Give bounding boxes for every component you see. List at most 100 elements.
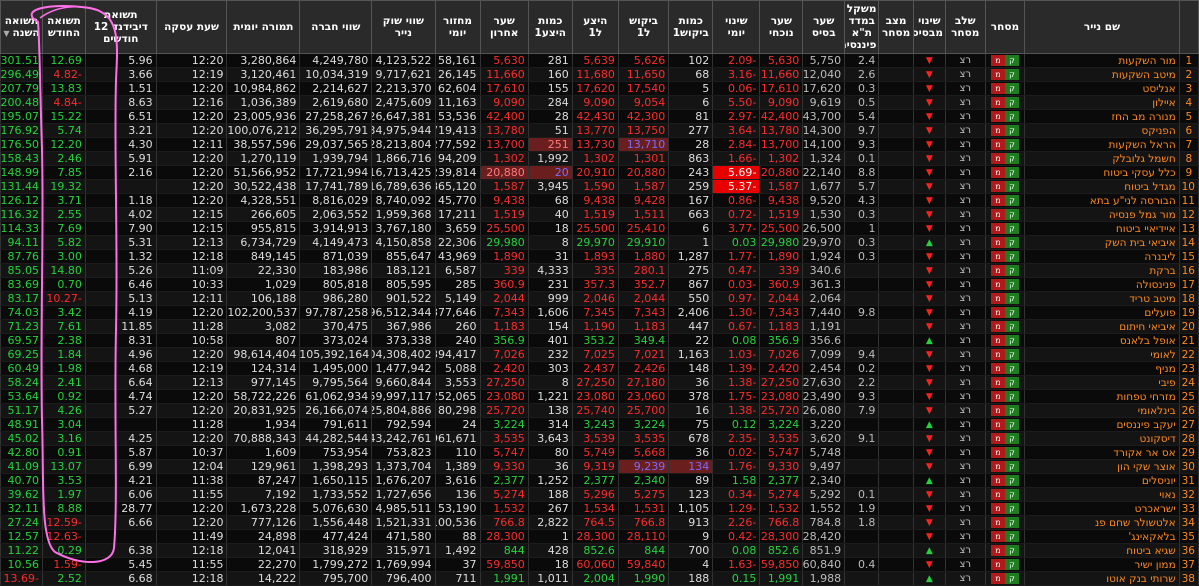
market-badge-icon: מ: [990, 223, 1005, 234]
table-row[interactable]: 26 בינלאומי קמ רצ ▼ 7.9 26,080 25,720 -1.38 16 25,…: [0, 403, 1199, 418]
table-row[interactable]: 8 חשמל גלובלק קמ רצ ▼ 0.1 1,324 1,302 -1.66 863 1,…: [0, 151, 1199, 166]
triangle-down-icon: ▼: [925, 322, 933, 332]
table-row[interactable]: 11 הבורסה לני"ע בתא קמ רצ ▼ 4.3 9,520 9,438 -0.8…: [0, 193, 1199, 208]
table-row[interactable]: 17 פנינסולה קמ רצ ▼ 361.3 360.9 -0.03 867 352.7 35…: [0, 277, 1199, 292]
header-volume[interactable]: מחזור יומי: [434, 0, 481, 54]
table-row[interactable]: 5 מנורה מב החז קמ רצ ▼ 5.4 43,700 42,400 -2.97 81…: [0, 109, 1199, 124]
header-base-change[interactable]: שינוי מבסיס: [912, 0, 946, 54]
triangle-down-icon: ▼: [925, 308, 933, 318]
quote-badge-icon: ק: [1004, 83, 1019, 94]
sort-desc-icon[interactable]: ▼: [3, 28, 10, 38]
table-row[interactable]: 15 ליבנרה קמ רצ ▼ 0.3 1,924 1,890 -1.77 1,287 1,88…: [0, 249, 1199, 264]
table-row[interactable]: 12 מור גמל פנסיה קמ רצ ▼ 0.3 1,530 1,519 -0.72 66…: [0, 207, 1199, 222]
table-row[interactable]: 13 איידיאיי ביטוח קמ רצ ▼ 1 26,500 25,500 -3.77 6…: [0, 221, 1199, 236]
table-row[interactable]: 23 מניף קמ רצ ▼ 0.2 2,454 2,420 -1.39 148 2,426 2,4…: [0, 361, 1199, 376]
table-row[interactable]: 28 דיסקונט קמ רצ ▼ 9.1 3,620 3,535 -2.35 678 3,535…: [0, 431, 1199, 446]
table-row[interactable]: 18 מיטב טריד קמ רצ ▼ 2,064 2,044 -0.97 550 2,044 2…: [0, 291, 1199, 306]
header-weight[interactable]: משקל במדד ת"א פיננסים: [844, 0, 880, 54]
index-weight: [844, 529, 880, 544]
table-row[interactable]: 19 פועלים קמ רצ ▼ 9.8 7,440 7,343 -1.30 2,406 7,34…: [0, 305, 1199, 320]
header-trade-time[interactable]: שעת עסקה: [155, 0, 228, 54]
table-row[interactable]: 33 ישראכרט קמ רצ ▼ 1.9 1,552 1,532 -1.29 1,105 1,5…: [0, 501, 1199, 516]
current-price: 5,630: [759, 53, 804, 68]
trading-stage-label: רצ: [959, 363, 972, 374]
ask-quantity: 267: [527, 501, 573, 516]
header-ask[interactable]: היצע ל1: [571, 0, 619, 54]
table-row[interactable]: 21 אופל בלאנס קמ רצ ▲ 356.6 356.9 0.08 22 349.4 35…: [0, 333, 1199, 348]
year-return: 148.99: [0, 165, 44, 180]
table-row[interactable]: 35 בלאקאינג' קמ רצ ▼ 28,420 28,300 -0.42 9 28,110…: [0, 529, 1199, 544]
bid-price: 766.8: [617, 515, 670, 530]
table-row[interactable]: 3 אנליסט קמ רצ ▼ 0.3 17,620 17,610 -0.06 5 17,540 1…: [0, 81, 1199, 96]
table-row[interactable]: 38 שרותי בנק אוטו קמ רצ ▲ 1,988 1,991 0.15 188 1,…: [0, 571, 1199, 586]
table-row[interactable]: 7 הראל השקעות קמ רצ ▼ 9.3 14,100 13,700 -2.84 28 1…: [0, 137, 1199, 152]
market-cap: 16,713,425: [371, 165, 436, 180]
daily-volume: 285: [434, 277, 481, 292]
trading-state: [878, 109, 914, 124]
base-change-indicator: ▼: [912, 361, 946, 376]
index-weight: [844, 459, 880, 474]
header-stage[interactable]: שלב מסחר: [944, 0, 986, 54]
table-row[interactable]: 37 ממון ישיר קמ רצ ▼ 0.4 60,840 59,850 -1.63 4 59,…: [0, 557, 1199, 572]
dividend-yield: 6.68: [84, 571, 157, 586]
table-row[interactable]: 6 הפניקס קמ רצ ▼ 9.7 14,300 13,780 -3.64 277 13,75…: [0, 123, 1199, 138]
bid-price: 20,880: [617, 165, 670, 180]
ask-quantity: 401: [527, 333, 573, 348]
table-row[interactable]: 14 איביאי בית השק קמ רצ ▲ 0.3 29,970 29,980 0.03…: [0, 235, 1199, 250]
header-company-value[interactable]: שווי חברה: [299, 0, 373, 54]
security-name: מור גמל פנסיה: [1024, 207, 1180, 222]
row-index: 38: [1178, 571, 1199, 586]
year-return: 42.80: [0, 445, 44, 460]
current-price: 9,438: [759, 193, 804, 208]
table-row[interactable]: 9 כלל עסקי ביטוח קמ רצ ▼ 8.8 22,140 20,880 -5.69…: [0, 165, 1199, 180]
header-bid-qty[interactable]: כמות ביקוש1: [668, 0, 714, 54]
table-row[interactable]: 25 מזרחי טפחות קמ רצ ▼ 9.3 23,490 23,080 -1.75 37…: [0, 389, 1199, 404]
trading-stage: רצ: [944, 235, 986, 250]
table-row[interactable]: 36 שגיא ביטוח קמ רצ ▲ 851.9 852.6 0.08 700 844 852…: [0, 543, 1199, 558]
month-return: 1.98: [42, 361, 86, 376]
triangle-down-icon: ▼: [925, 434, 933, 444]
header-last[interactable]: שער אחרון: [479, 0, 529, 54]
header-month-return[interactable]: תשואה החודש: [42, 0, 86, 54]
table-row[interactable]: 16 ברקת קמ רצ ▼ 340.6 339 -0.47 275 280.1 335 4,333…: [0, 263, 1199, 278]
table-row[interactable]: 32 נאוי קמ רצ ▼ 0.1 5,292 5,274 -0.34 123 5,275 5,2…: [0, 487, 1199, 502]
header-ask-qty[interactable]: כמות היצע1: [527, 0, 573, 54]
header-year-return[interactable]: תשואה השנה▼: [0, 0, 44, 54]
table-row[interactable]: 31 יוניסלים קמ רצ ▲ 2,340 2,377 1.58 89 2,340 2,37…: [0, 473, 1199, 488]
table-row[interactable]: 2 מיטב השקעות קמ רצ ▼ 2.6 12,040 11,660 -3.16 68 1…: [0, 67, 1199, 82]
header-state[interactable]: מצב מסחר: [878, 0, 914, 54]
table-row[interactable]: 4 איילון קמ רצ ▼ 0.5 9,619 9,090 -5.50 6 9,054 9,09…: [0, 95, 1199, 110]
table-row[interactable]: 20 איביאי חיתום קמ רצ ▼ 1,191 1,183 -0.67 447 1,1…: [0, 319, 1199, 334]
table-row[interactable]: 22 לאומי קמ רצ ▼ 9.4 7,099 7,026 -1.03 1,163 7,021…: [0, 347, 1199, 362]
header-name[interactable]: שם נייר: [1024, 0, 1180, 54]
table-row[interactable]: 1 מור השקעות קמ רצ ▼ 2.4 5,750 5,630 -2.09 102 5,6…: [0, 53, 1199, 68]
ask-quantity: 80: [527, 445, 573, 460]
table-row[interactable]: 10 מגדל ביטוח קמ רצ ▼ 5.7 1,677 1,587 -5.37 259 1,…: [0, 179, 1199, 194]
header-bid[interactable]: ביקוש ל1: [617, 0, 670, 54]
header-daily-change[interactable]: שינוי יומי: [712, 0, 761, 54]
quote-badge-icon: ק: [1004, 265, 1019, 276]
row-index: 6: [1178, 123, 1199, 138]
dividend-yield: 11.85: [84, 319, 157, 334]
header-market-cap[interactable]: שווי שוק נייר: [371, 0, 436, 54]
company-value: 97,787,258: [299, 305, 373, 320]
market-cap: 4,985,511: [371, 501, 436, 516]
table-row[interactable]: 24 פיבי קמ רצ ▼ 2.2 27,630 27,250 -1.38 36 27,180 2…: [0, 375, 1199, 390]
table-row[interactable]: 34 אלטשולר שחם פנ קמ רצ ▼ 1.8 784.8 766.8 -2.26 9…: [0, 515, 1199, 530]
quote-badge-icon: ק: [1004, 405, 1019, 416]
table-row[interactable]: 29 אס אר אקורד קמ רצ ▼ 5,748 5,747 -0.02 36 5,668…: [0, 445, 1199, 460]
company-value: 8,816,029: [299, 193, 373, 208]
header-current[interactable]: שער נוכחי: [759, 0, 804, 54]
header-market[interactable]: מסחר: [984, 0, 1026, 54]
last-price: 339: [479, 263, 529, 278]
bid-quantity: 863: [668, 151, 714, 166]
market-cap: 4,123,522: [371, 53, 436, 68]
header-turnover[interactable]: תמורה יומית: [226, 0, 301, 54]
header-base[interactable]: שער בסיס: [802, 0, 846, 54]
header-dividend[interactable]: תשואת דיבידנד 12 חודשים: [84, 0, 157, 54]
trading-stage-label: רצ: [959, 447, 972, 458]
ask-price: 13,770: [571, 123, 619, 138]
base-change-indicator: ▼: [912, 123, 946, 138]
table-row[interactable]: 30 אוצר שקי הון קמ רצ ▼ 9,497 9,330 -1.76 134 9,2…: [0, 459, 1199, 474]
table-row[interactable]: 27 יעקב פיננסים קמ רצ ▲ 3,220 3,224 0.12 75 3,224…: [0, 417, 1199, 432]
